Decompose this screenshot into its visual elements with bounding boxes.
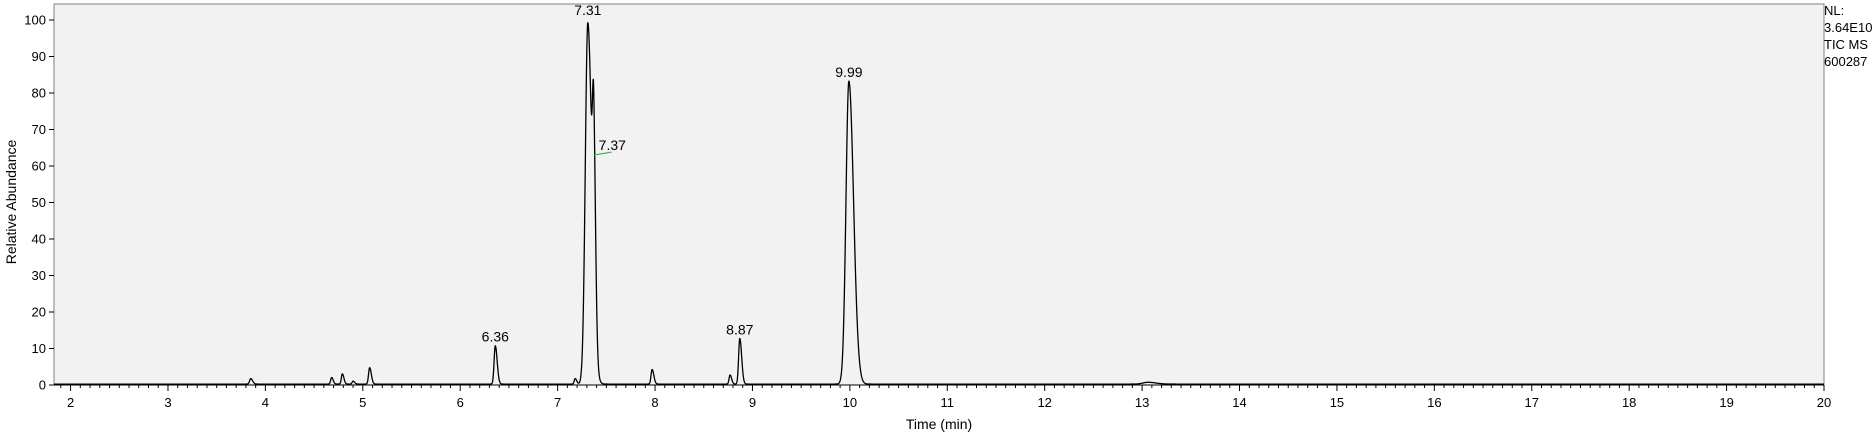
peak-label: 9.99 <box>835 64 862 80</box>
x-tick-label: 14 <box>1232 395 1246 410</box>
x-tick-label: 16 <box>1427 395 1441 410</box>
x-tick-label: 8 <box>651 395 658 410</box>
x-tick-label: 20 <box>1817 395 1831 410</box>
y-tick-label: 80 <box>32 86 46 101</box>
x-tick-label: 7 <box>554 395 561 410</box>
x-axis: 2 3 4 5 6 7 8 9 10 11 12 13 14 15 16 17 18 19 20 <box>54 384 1831 410</box>
y-tick-label: 70 <box>32 122 46 137</box>
y-tick-label: 10 <box>32 341 46 356</box>
x-tick-label: 18 <box>1622 395 1636 410</box>
x-tick-label: 19 <box>1719 395 1733 410</box>
peak-label: 6.36 <box>482 329 509 345</box>
peak-annotations: 6.36 7.31 7.37 8.87 9.99 <box>482 2 863 345</box>
x-tick-label: 6 <box>457 395 464 410</box>
nl-value: 3.64E10 <box>1824 20 1873 35</box>
y-axis: 0 10 20 30 40 50 60 70 80 90 100 <box>24 13 54 393</box>
y-tick-label: 50 <box>32 195 46 210</box>
x-tick-label: 15 <box>1330 395 1344 410</box>
peak-label: 7.37 <box>599 137 626 153</box>
y-tick-label: 60 <box>32 159 46 174</box>
scan-filter: TIC MS <box>1824 37 1869 52</box>
nl-label: NL: <box>1824 3 1845 18</box>
plot-area <box>53 3 1825 386</box>
y-tick-label: 40 <box>32 232 46 247</box>
x-tick-label: 2 <box>67 395 74 410</box>
peak-label: 7.31 <box>574 2 601 18</box>
x-axis-title: Time (min) <box>906 416 972 432</box>
x-tick-label: 5 <box>359 395 366 410</box>
sample-id: 600287 <box>1824 54 1868 69</box>
x-tick-label: 4 <box>262 395 269 410</box>
peak-label: 8.87 <box>726 321 753 337</box>
x-tick-label: 3 <box>164 395 171 410</box>
tic-trace-line <box>53 22 1825 385</box>
x-tick-label: 13 <box>1135 395 1149 410</box>
y-tick-label: 20 <box>32 305 46 320</box>
x-tick-label: 12 <box>1037 395 1051 410</box>
peak-leader-line <box>593 151 612 156</box>
y-tick-label: 90 <box>32 49 46 64</box>
y-axis-title: Relative Abundance <box>3 140 19 265</box>
y-tick-label: 0 <box>39 378 46 393</box>
x-tick-label: 9 <box>749 395 756 410</box>
normalization-level-block: NL: 3.64E10 TIC MS 600287 <box>1824 2 1875 70</box>
y-tick-label: 100 <box>24 13 46 28</box>
x-tick-label: 10 <box>843 395 857 410</box>
y-tick-label: 30 <box>32 268 46 283</box>
x-tick-label: 17 <box>1525 395 1539 410</box>
x-tick-label: 11 <box>941 395 955 410</box>
